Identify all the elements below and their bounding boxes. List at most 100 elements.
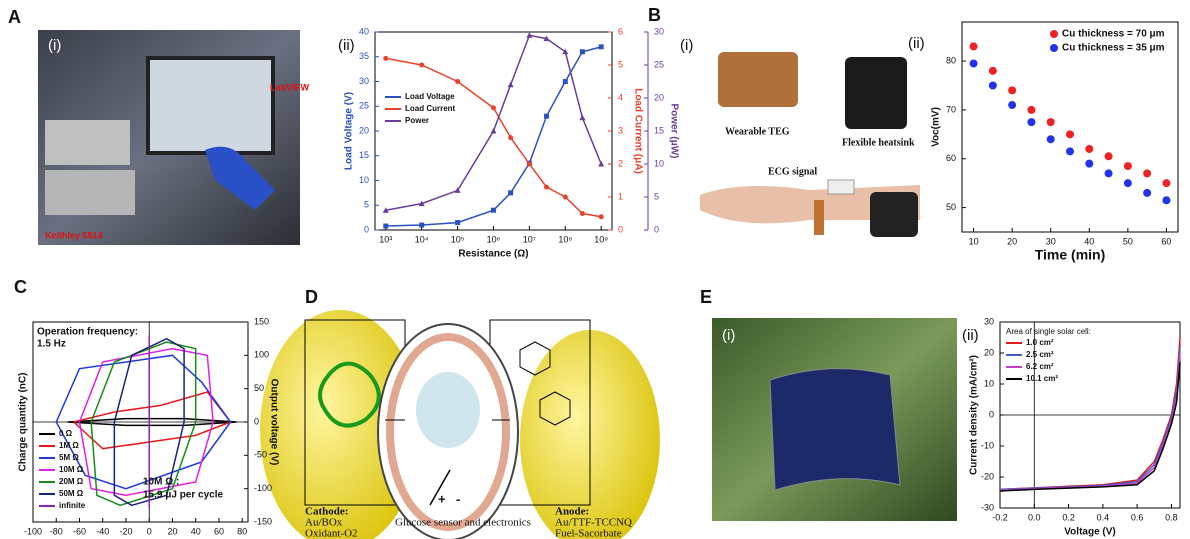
annotation: 1.5 Hz bbox=[37, 339, 66, 350]
caption: Fuel-Sacorbate bbox=[555, 528, 622, 539]
marker bbox=[1047, 118, 1055, 126]
x-tick-label: -0.2 bbox=[992, 512, 1008, 522]
y-tick-label: 25 bbox=[359, 101, 369, 111]
y-tick-label: 20 bbox=[359, 125, 369, 135]
marker bbox=[1047, 135, 1055, 143]
y-tick-label: 0 bbox=[364, 224, 369, 234]
y2-tick-label: 4 bbox=[618, 92, 623, 102]
x-tick-label: 0.4 bbox=[1097, 512, 1110, 522]
marker bbox=[1027, 118, 1035, 126]
legend-label: 10.1 cm² bbox=[1026, 374, 1058, 383]
teg-image bbox=[718, 52, 798, 107]
y2-tick-label: 1 bbox=[618, 191, 623, 201]
marker bbox=[1143, 169, 1151, 177]
y-tick-label: 35 bbox=[359, 51, 369, 61]
y3-tick-label: 30 bbox=[654, 26, 664, 36]
legend-label: Cu thickness = 70 μm bbox=[1062, 29, 1165, 40]
x-tick-label: 10⁷ bbox=[523, 234, 536, 244]
marker bbox=[455, 79, 460, 84]
x-axis-label: Voltage (V) bbox=[1064, 527, 1115, 538]
caption: Flexible heatsink bbox=[842, 137, 915, 148]
sub-label: (ii) bbox=[962, 327, 979, 344]
marker bbox=[989, 81, 997, 89]
marker bbox=[989, 67, 997, 75]
legend-label: 2.5 cm² bbox=[1026, 350, 1054, 359]
x-tick-label: 20 bbox=[1007, 236, 1017, 246]
x-tick-label: 10⁶ bbox=[487, 234, 501, 244]
x-axis-label: Resistance (Ω) bbox=[458, 249, 528, 260]
x-tick-label: 80 bbox=[237, 526, 247, 536]
x-tick-label: 10⁵ bbox=[451, 234, 465, 244]
electronics bbox=[828, 180, 854, 194]
y2-axis-label: Output voltage (V) bbox=[268, 379, 279, 466]
y-axis-label: Current density (mA/cm²) bbox=[969, 355, 980, 475]
marker bbox=[580, 211, 585, 216]
marker bbox=[508, 190, 513, 195]
y3-tick-label: 0 bbox=[654, 224, 659, 234]
y3-tick-label: 25 bbox=[654, 59, 664, 69]
marker bbox=[1066, 130, 1074, 138]
y-tick-label: 10 bbox=[984, 378, 994, 388]
photo-label: Keithley 6514 bbox=[45, 230, 103, 240]
legend-label: 20M Ω bbox=[59, 477, 84, 486]
y-tick-label: 60 bbox=[946, 153, 956, 163]
monitor bbox=[148, 58, 273, 153]
legend-swatch bbox=[1050, 44, 1058, 52]
y2-tick-label: 6 bbox=[618, 26, 623, 36]
solar-cell bbox=[770, 369, 900, 490]
marker bbox=[1124, 179, 1132, 187]
sub-label: (ii) bbox=[908, 35, 925, 52]
teg-band bbox=[814, 200, 824, 235]
marker bbox=[580, 49, 585, 54]
sub-label: (ii) bbox=[338, 37, 355, 54]
y2-tick-label: -50 bbox=[254, 450, 267, 460]
photo-label: LabVIEW bbox=[270, 82, 310, 92]
y2-tick-label: 3 bbox=[618, 125, 623, 135]
marker bbox=[1027, 106, 1035, 114]
marker bbox=[508, 82, 514, 88]
marker bbox=[1085, 160, 1093, 168]
x-tick-label: 20 bbox=[167, 526, 177, 536]
y2-tick-label: 150 bbox=[254, 316, 269, 326]
panel-label: B bbox=[648, 5, 661, 25]
x-tick-label: -40 bbox=[96, 526, 109, 536]
marker bbox=[1105, 152, 1113, 160]
marker bbox=[1162, 196, 1170, 204]
marker bbox=[579, 115, 585, 121]
y2-tick-label: -150 bbox=[254, 516, 272, 526]
annotation: 10M Ω : bbox=[143, 477, 179, 488]
marker bbox=[599, 214, 604, 219]
legend-label: 5M Ω bbox=[59, 453, 79, 462]
x-tick-label: 60 bbox=[1161, 236, 1171, 246]
panel-label: C bbox=[14, 277, 27, 297]
y2-tick-label: 2 bbox=[618, 158, 623, 168]
marker bbox=[1008, 101, 1016, 109]
heatsink bbox=[870, 192, 918, 237]
x-tick-label: 10⁴ bbox=[415, 234, 429, 244]
legend-label: infinite bbox=[59, 501, 86, 510]
marker bbox=[1066, 147, 1074, 155]
y2-tick-label: -100 bbox=[254, 483, 272, 493]
x-tick-label: -100 bbox=[24, 526, 42, 536]
marker bbox=[1162, 179, 1170, 187]
x-axis-label: Time (min) bbox=[1035, 247, 1106, 263]
x-tick-label: 0.8 bbox=[1165, 512, 1178, 522]
marker bbox=[563, 195, 568, 200]
x-tick-label: 40 bbox=[1084, 236, 1094, 246]
figure: A B C D E (i) LabVIEW Keithley 6514 (ii)… bbox=[0, 0, 1190, 539]
y-tick-label: 40 bbox=[359, 26, 369, 36]
y2-tick-label: 100 bbox=[254, 350, 269, 360]
marker bbox=[1085, 145, 1093, 153]
legend-label: 6.2 cm² bbox=[1026, 362, 1054, 371]
legend-title: Area of single solar cell: bbox=[1006, 327, 1091, 336]
legend-label: 50M Ω bbox=[59, 489, 84, 498]
instrument bbox=[45, 170, 135, 215]
caption: Oxidant-O2 bbox=[305, 528, 358, 539]
marker bbox=[419, 223, 424, 228]
sensor bbox=[416, 372, 480, 448]
sub-label: (i) bbox=[48, 37, 61, 54]
y3-axis-label: Power (μW) bbox=[668, 103, 679, 158]
x-tick-label: 10⁸ bbox=[558, 234, 572, 244]
marker bbox=[544, 185, 549, 190]
y3-tick-label: 10 bbox=[654, 158, 664, 168]
